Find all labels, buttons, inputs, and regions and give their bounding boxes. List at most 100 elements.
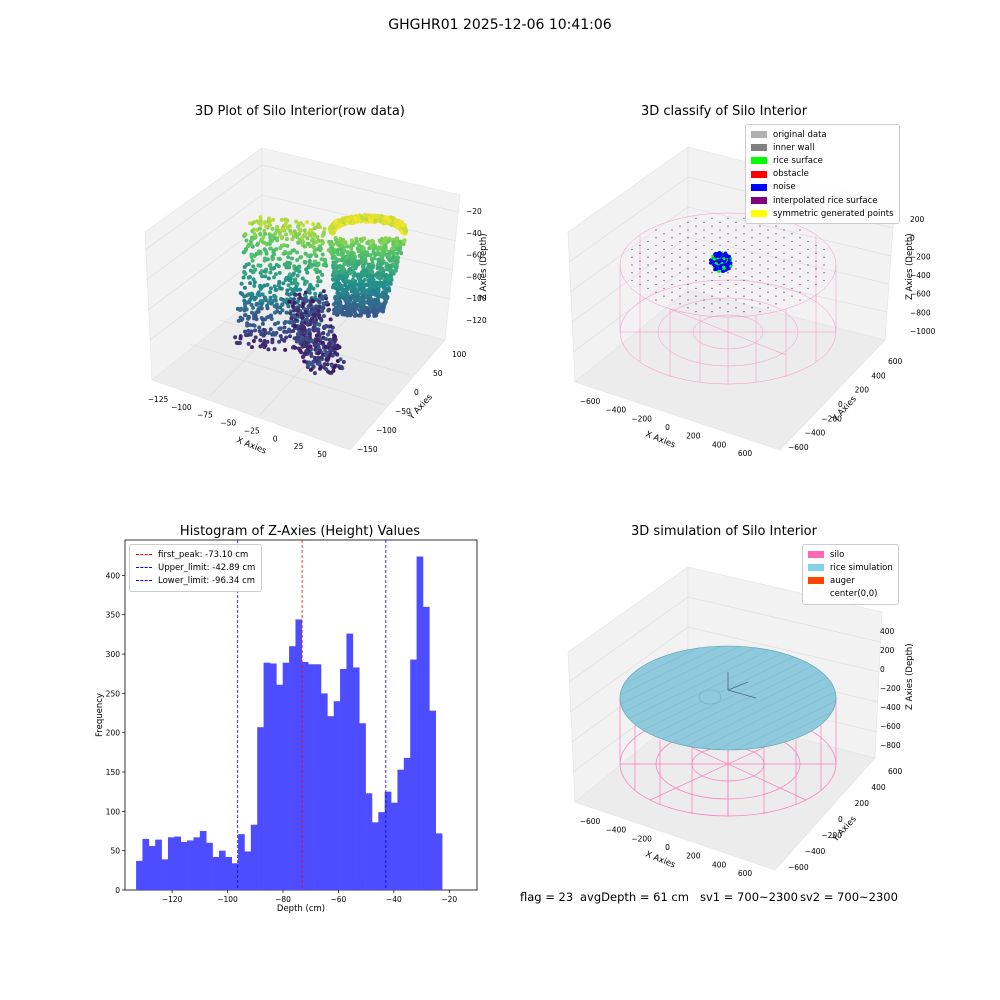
legend-swatch <box>751 157 767 165</box>
z-tick-label: 400 <box>880 627 895 636</box>
classify-y-axis-label: Y Axies <box>830 394 859 425</box>
x-tick-label: −100 <box>217 895 238 904</box>
legend-entry: Upper_limit: -42.89 cm <box>136 561 255 574</box>
y-tick-label: 300 <box>106 650 121 659</box>
legend-swatch <box>751 183 767 191</box>
histogram-title: Histogram of Z-Axies (Height) Values <box>179 524 421 539</box>
histogram-bar <box>333 701 341 890</box>
y-tick-label: 600 <box>888 767 903 776</box>
legend-entry: rice surface <box>751 154 894 167</box>
x-tick-label: −125 <box>148 395 169 404</box>
legend-entry: center(0,0) <box>808 588 893 601</box>
histogram-bar <box>352 667 360 890</box>
histogram-bar <box>346 633 354 890</box>
histogram-bar <box>263 662 271 890</box>
legend-entry: obstacle <box>751 168 894 181</box>
x-tick-label: 50 <box>317 450 327 459</box>
legend-entry: auger <box>808 574 893 587</box>
x-tick-label: −60 <box>331 895 347 904</box>
x-tick-label: −400 <box>606 406 627 415</box>
legend-label: first_peak: -73.10 cm <box>158 549 249 560</box>
legend-label: center(0,0) <box>830 589 878 600</box>
sim-y-axis-label: Y Axies <box>830 814 859 845</box>
y-tick-label: 200 <box>855 386 870 395</box>
z-tick-label: −200 <box>880 684 901 693</box>
x-tick-label: −50 <box>220 419 236 428</box>
legend-label: Lower_limit: -96.34 cm <box>158 575 256 586</box>
histogram-bar <box>193 837 201 890</box>
histogram-legend: first_peak: -73.10 cm Upper_limit: -42.8… <box>129 544 263 592</box>
histogram-bar <box>301 661 309 890</box>
classify-x-axis-label: X Axies <box>644 430 677 451</box>
histogram-bar <box>231 863 239 890</box>
legend-swatch <box>751 144 767 152</box>
legend-entry: noise <box>751 181 894 194</box>
y-tick-label: −150 <box>357 445 378 454</box>
x-tick-label: 600 <box>738 449 753 458</box>
legend-entry: interpolated rice surface <box>751 194 894 207</box>
histogram-bar <box>167 837 175 890</box>
histogram-bar <box>289 646 296 890</box>
z-tick-label: −40 <box>466 229 482 238</box>
legend-label: inner wall <box>773 142 815 153</box>
legend-swatch <box>751 197 767 205</box>
depth-histogram: −120 −100 −80 −60 −40 −20 0 50 100 150 200 250 300 35… <box>95 539 478 914</box>
histogram-bar <box>142 838 150 890</box>
histogram-bar <box>218 850 226 890</box>
histogram-bar <box>429 710 437 890</box>
histogram-bar <box>174 836 182 890</box>
y-tick-label: 0 <box>414 388 419 397</box>
y-tick-label: −400 <box>805 429 826 438</box>
legend-swatch <box>808 551 824 559</box>
histogram-bar <box>365 793 373 890</box>
x-tick-label: −600 <box>580 817 601 826</box>
legend-line <box>136 580 152 582</box>
histogram-bar <box>250 824 258 890</box>
histogram-bar <box>295 619 303 890</box>
histogram-bar <box>403 757 411 890</box>
x-tick-label: 400 <box>712 440 727 449</box>
histogram-bar <box>384 791 392 890</box>
legend-swatch <box>751 170 767 178</box>
histogram-bar <box>308 664 315 890</box>
y-tick-label: 250 <box>106 689 121 698</box>
x-tick-label: −200 <box>631 414 652 423</box>
y-tick-label: −400 <box>805 847 826 856</box>
legend-entry: original data <box>751 128 894 141</box>
legend-swatch <box>808 591 824 598</box>
histogram-bar <box>378 812 386 890</box>
legend-line <box>136 554 152 556</box>
z-tick-label: −120 <box>466 316 487 325</box>
auger-marker <box>727 672 757 699</box>
z-tick-label: 0 <box>880 665 885 674</box>
y-tick-label: 600 <box>888 357 903 366</box>
histogram-bar <box>359 723 366 890</box>
legend-swatch <box>751 131 767 139</box>
legend-entry: first_peak: -73.10 cm <box>136 548 255 561</box>
y-tick-label: 350 <box>106 611 121 620</box>
histogram-bar <box>340 668 347 890</box>
x-tick-label: 25 <box>294 442 304 451</box>
histogram-y-axis-label: Frequency <box>95 693 105 737</box>
y-tick-label: −100 <box>376 426 397 435</box>
simulation-legend: silo rice simulation auger center(0,0) <box>802 544 899 605</box>
y-tick-label: 100 <box>106 807 121 816</box>
x-tick-label: −25 <box>244 426 260 435</box>
histogram-bar <box>410 659 417 890</box>
legend-label: original data <box>773 129 827 140</box>
z-tick-label: −1000 <box>910 327 936 336</box>
legend-label: noise <box>773 182 796 193</box>
y-tick-label: −600 <box>788 443 809 452</box>
x-tick-label: 0 <box>273 434 278 443</box>
sim-x-axis-label: X Axies <box>644 850 677 871</box>
x-tick-label: −400 <box>606 826 627 835</box>
legend-entry: symmetric generated points <box>751 207 894 220</box>
classify-legend: original data inner wall rice surface ob… <box>745 124 900 225</box>
histogram-bar <box>238 834 245 890</box>
rice-surface-mesh <box>620 645 836 751</box>
legend-label: symmetric generated points <box>773 208 894 219</box>
y-tick-label: −200 <box>821 414 842 423</box>
status-flag: flag = 23 <box>520 890 574 904</box>
histogram-bar <box>276 684 284 890</box>
x-tick-label: 200 <box>686 852 701 861</box>
